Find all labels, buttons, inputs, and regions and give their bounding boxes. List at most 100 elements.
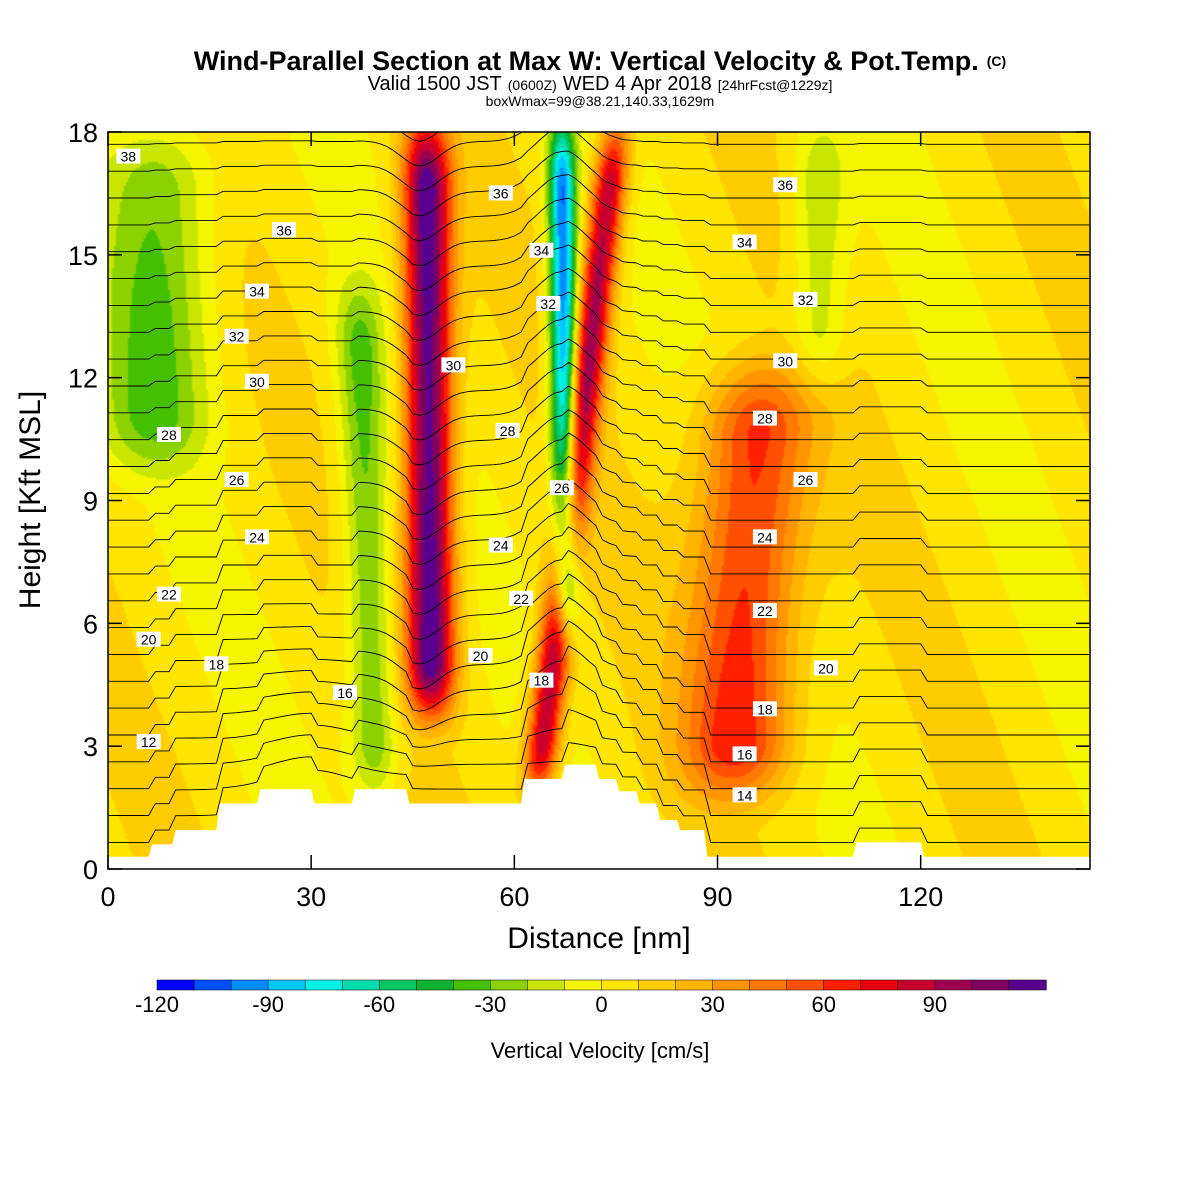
svg-text:30: 30 — [446, 357, 462, 373]
y-tick-label: 6 — [83, 609, 98, 639]
theta-contour-line — [108, 708, 1090, 816]
theta-contour-line — [108, 675, 1090, 790]
colorbar-tick-label: -60 — [363, 992, 395, 1017]
colorbar-swatch — [156, 979, 195, 991]
theta-contour-label: 32 — [536, 295, 561, 312]
theta-contour-label: 22 — [509, 590, 534, 607]
theta-contour-label: 12 — [136, 734, 161, 750]
theta-contour-label: 32 — [224, 328, 249, 345]
theta-contour-label: 24 — [244, 529, 269, 545]
svg-text:32: 32 — [798, 292, 814, 308]
y-tick-label: 3 — [83, 732, 98, 762]
chart-title: Wind-Parallel Section at Max W: Vertical… — [194, 46, 1006, 76]
svg-text:18: 18 — [534, 673, 550, 689]
theta-contour-line — [108, 502, 1090, 602]
theta-contour-label: 20 — [813, 660, 838, 676]
colorbar-swatch — [267, 979, 306, 991]
theta-contour-line — [108, 221, 1090, 292]
colorbar-swatch — [675, 979, 714, 991]
colorbar-swatch — [712, 979, 751, 991]
theta-contour-label: 28 — [156, 426, 181, 443]
colorbar-swatch — [601, 979, 640, 991]
svg-text:34: 34 — [249, 284, 265, 300]
theta-contour-label: 36 — [272, 222, 297, 238]
theta-contour-label: 18 — [529, 672, 554, 689]
theta-contour-label: 26 — [793, 472, 818, 488]
svg-text:20: 20 — [141, 632, 157, 648]
theta-contour-label: 26 — [549, 480, 574, 496]
svg-text:28: 28 — [161, 427, 177, 443]
theta-contour-line — [108, 742, 1090, 843]
colorbar-swatch — [860, 979, 899, 991]
theta-contour-label: 36 — [488, 185, 513, 201]
theta-contour-line — [108, 132, 1090, 167]
svg-text:16: 16 — [337, 685, 353, 701]
svg-text:26: 26 — [798, 472, 814, 488]
colorbar-swatch — [453, 979, 492, 991]
svg-text:36: 36 — [276, 222, 292, 238]
svg-text:36: 36 — [777, 177, 793, 193]
svg-text:30: 30 — [777, 353, 793, 369]
svg-text:26: 26 — [554, 480, 570, 496]
svg-text:22: 22 — [757, 603, 773, 619]
theta-contour-line — [108, 361, 1090, 441]
svg-text:22: 22 — [513, 591, 529, 607]
colorbar-tick-label: -30 — [474, 992, 506, 1017]
colorbar-swatch — [749, 979, 788, 991]
colorbar-label: Vertical Velocity [cm/s] — [491, 1038, 710, 1063]
terrain — [108, 764, 1090, 869]
colorbar-tick-label: -90 — [252, 992, 284, 1017]
theta-contour-label: 34 — [529, 242, 554, 259]
colorbar-swatch — [897, 979, 936, 991]
chart-subtitle: Valid 1500 JST (0600Z) WED 4 Apr 2018 [24hr… — [368, 73, 833, 95]
svg-text:12: 12 — [141, 734, 157, 750]
vertical-velocity-field — [108, 132, 1090, 869]
colorbar-swatch — [786, 979, 825, 991]
plot-area: 38 36 34 32 30 28 26 24 22 20 18 16 12 36 34 32 30 28 26 24… — [107, 131, 1091, 870]
svg-text:38: 38 — [121, 149, 137, 165]
svg-text:22: 22 — [161, 587, 177, 603]
svg-text:32: 32 — [540, 296, 556, 312]
svg-text:24: 24 — [493, 538, 509, 554]
svg-text:18: 18 — [757, 701, 773, 717]
svg-text:32: 32 — [229, 329, 245, 345]
theta-contour-label: 38 — [116, 148, 141, 165]
colorbar-swatch — [416, 979, 454, 991]
theta-contours — [108, 132, 1090, 843]
theta-contour-label: 30 — [244, 373, 269, 390]
theta-contour-line — [108, 526, 1090, 629]
x-axis-ticks: 0 30 60 90 120 — [100, 132, 943, 912]
theta-contour-label: 22 — [752, 603, 777, 619]
y-tick-label: 0 — [83, 855, 98, 885]
theta-contour-line — [108, 479, 1090, 575]
theta-contour-label: 30 — [441, 357, 466, 373]
svg-text:16: 16 — [737, 746, 753, 762]
theta-contour-label: 20 — [136, 631, 161, 648]
theta-contour-labels: 38 36 34 32 30 28 26 24 22 20 18 16 12 36 34 32 30 28 26 24… — [116, 148, 838, 803]
colorbar-swatch — [379, 979, 417, 991]
colorbar-swatch — [193, 979, 232, 991]
colorbar-swatch — [564, 979, 603, 991]
colorbar-swatch — [971, 979, 1010, 991]
y-tick-label: 18 — [68, 118, 98, 148]
theta-contour-label: 14 — [732, 787, 757, 803]
y-tick-label: 15 — [68, 241, 98, 271]
y-tick-label: 9 — [83, 487, 98, 517]
theta-contour-line — [108, 267, 1090, 341]
theta-contour-label: 18 — [752, 701, 777, 717]
colorbar-tick-label: 90 — [923, 992, 947, 1017]
colorbar-swatch — [527, 979, 566, 991]
colorbar-tick-label: -120 — [135, 992, 179, 1017]
theta-contour-label: 18 — [204, 656, 229, 672]
colorbar-swatch — [341, 979, 380, 991]
theta-contour-line — [108, 620, 1090, 736]
y-tick-label: 12 — [68, 364, 98, 394]
x-tick-label: 0 — [100, 882, 115, 912]
theta-contour-label: 22 — [156, 586, 181, 603]
theta-contour-label: 36 — [773, 177, 798, 193]
svg-text:36: 36 — [493, 185, 509, 201]
svg-text:24: 24 — [249, 529, 265, 545]
svg-text:28: 28 — [757, 411, 773, 427]
svg-text:20: 20 — [473, 648, 489, 664]
